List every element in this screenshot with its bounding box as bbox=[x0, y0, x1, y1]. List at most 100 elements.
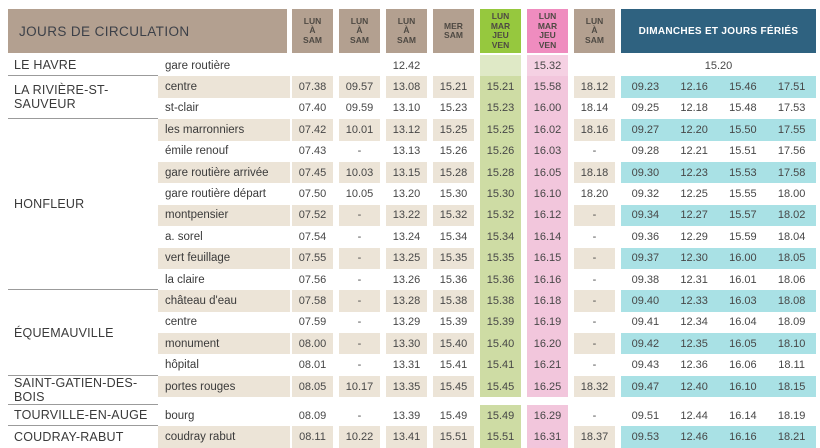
sunday-time-cell: 09.28 bbox=[631, 145, 660, 158]
time-cell: 13.26 bbox=[392, 273, 421, 286]
sunday-time-cell: 16.01 bbox=[729, 273, 757, 286]
sunday-times-block: 09.53 12.46 16.16 18.21 bbox=[621, 426, 816, 448]
table-row: vert feuillage 07.55-13.25 15.35 15.35 16.15… bbox=[158, 247, 820, 269]
time-cell: 15.40 bbox=[480, 333, 521, 355]
time-cell: 18.18 bbox=[574, 161, 615, 184]
time-cell: 15.41 bbox=[439, 359, 468, 372]
stop-name: monument bbox=[158, 333, 290, 355]
jours-de-circulation-header: JOURS DE CIRCULATION bbox=[8, 9, 287, 53]
time-cell: - bbox=[592, 273, 597, 286]
sunday-time-cell: 18.08 bbox=[777, 294, 806, 307]
day-column-header-line: LUN bbox=[350, 15, 369, 26]
time-cell: 15.38 bbox=[433, 290, 474, 312]
locality-group: HONFLEUR les marronniers 07.42 10.01 13.12 15… bbox=[8, 119, 820, 291]
time-cell: 15.41 bbox=[480, 354, 521, 376]
sunday-time-cell: 12.30 bbox=[680, 252, 708, 265]
table-row: gare routière arrivée 07.45 10.03 13.15 15.2… bbox=[158, 161, 820, 184]
time-cell: 15.23 bbox=[480, 97, 521, 120]
sunday-time-cell: 09.40 bbox=[631, 294, 660, 307]
sunday-time-cell: 18.09 bbox=[777, 316, 806, 329]
locality-rows: bourg 08.09 - 13.39 15.49 15.49 16.29 - 09.51 12.… bbox=[158, 404, 820, 427]
time-cell: - bbox=[592, 316, 597, 329]
sunday-times-block: 09.27 12.20 15.50 17.55 bbox=[621, 119, 816, 141]
time-cell: 15.25 bbox=[480, 119, 521, 141]
table-row: château d'eau 07.58-13.28 15.38 15.38 16.18-… bbox=[158, 290, 820, 312]
time-cell: 07.59 bbox=[298, 316, 327, 329]
time-cell bbox=[292, 55, 333, 76]
locality-group: LE HAVRE gare routière 12.42 15.32 15.20 bbox=[8, 55, 820, 77]
day-column-header-line: À bbox=[309, 25, 316, 36]
time-cell: - bbox=[592, 359, 597, 372]
sunday-time-cell: 18.10 bbox=[777, 337, 806, 350]
stop-name: centre bbox=[158, 76, 290, 98]
time-cell: 15.58 bbox=[527, 76, 568, 98]
table-row: les marronniers 07.42 10.01 13.12 15.25 15.25… bbox=[158, 119, 820, 141]
time-cell: 13.22 bbox=[386, 204, 427, 227]
time-cell: 15.49 bbox=[480, 404, 521, 427]
day-column-header-line: SAM bbox=[585, 34, 604, 45]
sunday-time-cell: 12.21 bbox=[680, 145, 708, 158]
time-cell: 15.30 bbox=[480, 183, 521, 205]
time-cell: 18.32 bbox=[574, 375, 615, 398]
time-cell: 16.21 bbox=[527, 354, 568, 376]
time-cell: - bbox=[574, 247, 615, 269]
table-row: centre 07.59 - 13.29 15.39 15.39 16.19 - 09.41 12… bbox=[158, 311, 820, 334]
sunday-time-cell: 09.47 bbox=[631, 380, 660, 393]
day-column-header-line: JEU bbox=[492, 30, 509, 40]
time-cell: 12.42 bbox=[392, 59, 421, 72]
time-cell: - bbox=[357, 273, 362, 286]
sunday-times-block: 09.43 12.36 16.06 18.11 bbox=[621, 354, 816, 375]
sunday-time-cell: 09.51 bbox=[631, 409, 660, 422]
stop-name: vert feuillage bbox=[158, 247, 290, 269]
time-cell: 13.35 bbox=[386, 375, 427, 398]
time-cell: - bbox=[574, 204, 615, 227]
sunday-time-cell: 15.57 bbox=[729, 209, 757, 222]
day-column-header: LUN À SAM bbox=[339, 9, 380, 53]
day-column-header: LUN MAR JEU VEN bbox=[527, 9, 568, 53]
time-cell: 15.28 bbox=[433, 161, 474, 184]
stop-name: bourg bbox=[165, 409, 195, 422]
time-cell: - bbox=[592, 409, 597, 422]
sunday-time-cell: 16.05 bbox=[729, 337, 757, 350]
sunday-time-cell: 17.53 bbox=[777, 102, 806, 115]
time-cell: 15.36 bbox=[439, 273, 468, 286]
time-cell: 13.30 bbox=[386, 333, 427, 355]
locality-rows: château d'eau 07.58-13.28 15.38 15.38 16.18-… bbox=[158, 290, 820, 376]
sunday-times-block: 09.51 12.44 16.14 18.19 bbox=[621, 405, 816, 426]
sunday-time-cell: 15.53 bbox=[729, 166, 757, 179]
sunday-time-cell: 09.53 bbox=[631, 430, 660, 443]
time-cell: 16.03 bbox=[527, 140, 568, 162]
sunday-times-block: 09.34 12.27 15.57 18.02 bbox=[621, 204, 816, 227]
sunday-time-cell: 15.59 bbox=[729, 230, 757, 243]
time-cell: 09.59 bbox=[345, 102, 374, 115]
time-cell: 16.14 bbox=[527, 226, 568, 248]
table-row: st-clair 07.40 09.59 13.10 15.23 15.23 16.00 18… bbox=[158, 97, 820, 120]
time-cell: 15.34 bbox=[480, 226, 521, 248]
time-cell: 15.39 bbox=[439, 316, 468, 329]
time-cell: - bbox=[574, 333, 615, 355]
day-column-header: LUN À SAM bbox=[386, 9, 427, 53]
sunday-time-cell: 09.23 bbox=[631, 81, 660, 94]
sunday-time-merged: 15.20 bbox=[704, 59, 733, 72]
time-cell: 15.34 bbox=[439, 230, 468, 243]
time-cell: 13.31 bbox=[392, 359, 421, 372]
stop-name: hôpital bbox=[165, 359, 199, 372]
locality-group: ÉQUEMAUVILLE château d'eau 07.58-13.28 15.3… bbox=[8, 290, 820, 376]
day-column-header-line: LUN bbox=[538, 11, 557, 21]
time-cell: - bbox=[357, 359, 362, 372]
time-cell: 07.52 bbox=[292, 204, 333, 227]
time-cell: 15.32 bbox=[527, 55, 568, 77]
time-cell: 07.38 bbox=[292, 76, 333, 98]
time-cell: 15.35 bbox=[480, 247, 521, 269]
sunday-time-cell: 12.18 bbox=[680, 102, 708, 115]
time-cell: 08.11 bbox=[292, 426, 333, 448]
locality-label: ÉQUEMAUVILLE bbox=[8, 290, 158, 376]
day-column-header-line: MER bbox=[444, 20, 463, 31]
time-cell: 07.54 bbox=[298, 230, 327, 243]
time-cell: 16.25 bbox=[527, 375, 568, 398]
time-cell: 07.55 bbox=[292, 247, 333, 269]
table-row: émile renouf 07.43 - 13.13 15.26 15.26 16.03 - 0… bbox=[158, 140, 820, 162]
time-cell: 13.10 bbox=[392, 102, 421, 115]
sunday-time-cell: 15.50 bbox=[729, 123, 757, 136]
